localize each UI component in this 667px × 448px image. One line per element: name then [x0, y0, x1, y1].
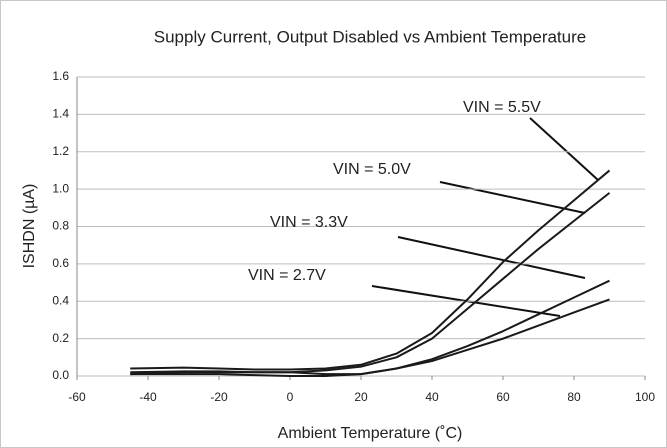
- x-tick-label: 100: [635, 390, 655, 404]
- arrow: [439, 181, 586, 214]
- y-tick-label: 0.4: [52, 293, 69, 307]
- series-line: [130, 298, 610, 377]
- x-tick-label: 40: [425, 390, 439, 404]
- x-tick-label: 60: [496, 390, 510, 404]
- arrow: [529, 117, 599, 181]
- x-tick-label: -40: [139, 390, 157, 404]
- series-line: [130, 169, 611, 371]
- y-tick-label: 1.4: [52, 107, 69, 121]
- series-label: VIN = 3.3V: [270, 214, 348, 231]
- x-tick-label: 80: [567, 390, 581, 404]
- series-label: VIN = 2.7V: [248, 267, 326, 284]
- y-tick-label: 0.6: [52, 256, 69, 270]
- y-tick-label: 1.0: [52, 181, 69, 195]
- series-label: VIN = 5.0V: [333, 161, 411, 178]
- series-label: VIN = 5.5V: [463, 99, 541, 116]
- x-tick-label: 0: [287, 390, 294, 404]
- y-tick-label: 0.0: [52, 368, 69, 382]
- x-axis-label: Ambient Temperature (˚C): [278, 425, 463, 442]
- chart-title: Supply Current, Output Disabled vs Ambie…: [154, 27, 586, 46]
- x-tick-label: -20: [210, 390, 228, 404]
- arrow: [397, 236, 586, 279]
- x-tick-label: -60: [68, 390, 86, 404]
- y-tick-label: 1.6: [52, 69, 69, 83]
- y-tick-label: 1.2: [52, 144, 69, 158]
- y-axis-label: ISHDN (µA): [21, 184, 38, 269]
- y-tick-label: 0.2: [52, 331, 69, 345]
- x-tick-label: 20: [354, 390, 368, 404]
- y-tick-label: 0.8: [52, 219, 69, 233]
